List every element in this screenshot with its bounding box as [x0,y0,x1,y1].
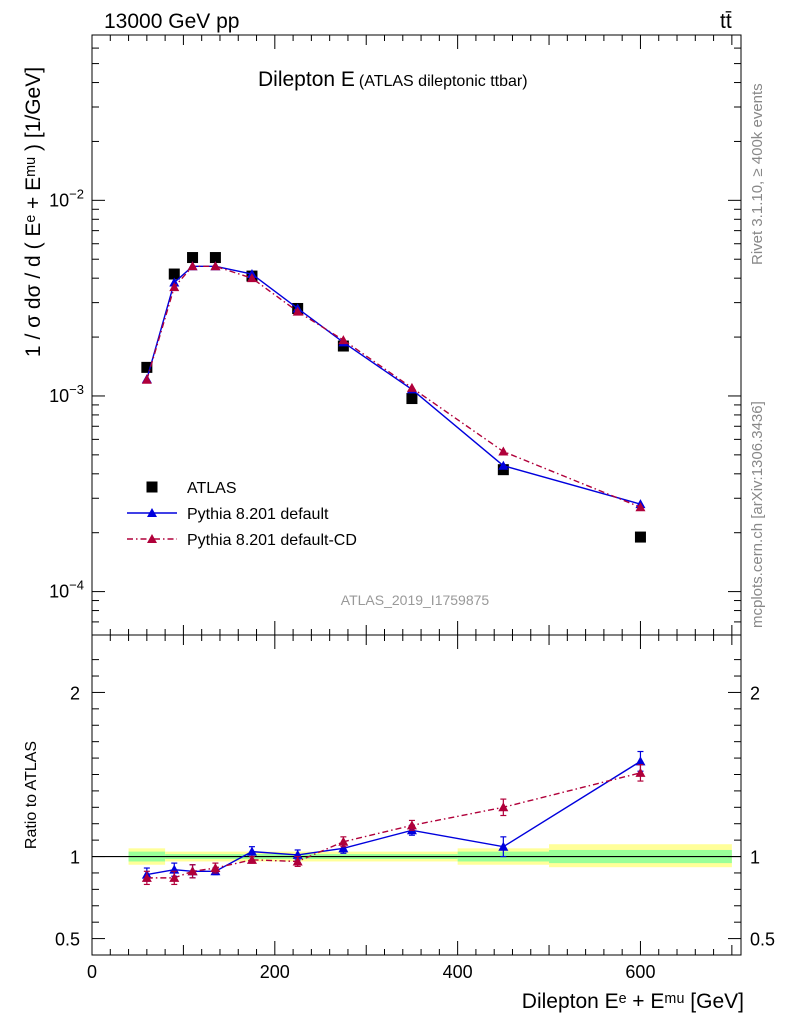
ratio-y-tick-label: 2 [70,683,80,703]
ratio-series-point [169,872,180,882]
main-ylabel: 1 / σ dσ / d ( Eᵉ + Eᵐᵘ ) [1/GeV] [22,67,45,357]
atlas-data-point [406,393,418,405]
ratio-y-tick-label: 0.5 [55,930,80,950]
ratio-series-point [635,756,646,766]
x-tick-label: 400 [443,962,473,982]
ratio-series-point [246,854,257,864]
legend-label: Pythia 8.201 default [187,506,329,523]
plot-subtitle: (ATLAS dileptonic ttbar) [359,73,528,90]
process-label: tt̄ [720,10,732,33]
mc-series-line [146,265,641,508]
ratio-panel: 0 200 400 600 0.5 0.5 1 1 2 2 [55,634,775,982]
legend-marker [147,508,157,517]
ratio-y-tick-label-right: 0.5 [750,930,775,950]
mc-series-point [169,282,180,292]
x-tick-label: 600 [625,962,655,982]
main-y-tick-label: 10−4 [49,578,84,602]
x-tick-label: 200 [260,962,290,982]
atlas-data-point [187,252,199,264]
legend-label: Pythia 8.201 default-CD [187,532,357,549]
mc-series-line [146,265,641,505]
ratio-ylabel: Ratio to ATLAS [23,741,40,849]
ratio-series-point [292,856,303,866]
ratio-series-point [246,846,257,856]
x-tick-label: 0 [87,962,97,982]
ratio-y-tick-label-right: 2 [750,683,760,703]
main-panel: 10−4 10−3 10−2 [49,34,742,636]
atlas-data-point [209,252,221,264]
ratio-series-point [338,836,349,846]
plot-title: Dilepton E (ATLAS dileptonic ttbar) [258,68,528,91]
rivet-label: Rivet 3.1.10, ≥ 400k events [749,83,766,265]
mc-series-point [498,460,509,470]
ratio-series-point [406,820,417,830]
main-y-tick-label: 10−2 [49,186,84,210]
legend-marker [147,534,157,543]
legend-label: ATLAS [187,480,237,497]
mc-series-point [406,382,417,392]
ratio-y-tick-label-right: 1 [750,848,760,868]
energy-label: 13000 GeV pp [104,10,239,33]
ratio-series-line [146,760,641,876]
ratio-y-tick-label: 1 [70,848,80,868]
main-y-tick-label: 10−3 [49,382,84,406]
ratio-series-point [141,872,152,882]
atlas-data-point [141,361,153,373]
mc-series-point [141,374,152,384]
ratio-frame [91,634,742,956]
analysis-tag: ATLAS_2019_I1759875 [341,592,490,608]
mcplots-label: mcplots.cern.ch [arXiv:1306.3436] [749,401,766,628]
mc-series-point [635,502,646,512]
mc-series-point [338,335,349,345]
ratio-series-line [146,772,641,879]
ratio-series-point [635,767,646,777]
mc-series-point [246,273,257,283]
mc-series-point [187,261,198,271]
legend: ATLAS Pythia 8.201 default Pythia 8.201 de… [127,480,357,549]
ratio-series-point [498,802,509,812]
ratio-series-point [498,841,509,851]
x-axis-label: Dilepton Eᵉ + Eᵐᵘ [GeV] [522,990,744,1013]
ratio-series-point [338,843,349,853]
mc-series-point [498,446,509,456]
atlas-data-point [634,531,646,543]
mc-series-point [210,261,221,271]
legend-marker-atlas [146,481,158,493]
mc-series-point [292,306,303,316]
ratio-series-point [187,866,198,876]
atlas-data-point [168,268,180,280]
ratio-series-point [210,863,221,873]
